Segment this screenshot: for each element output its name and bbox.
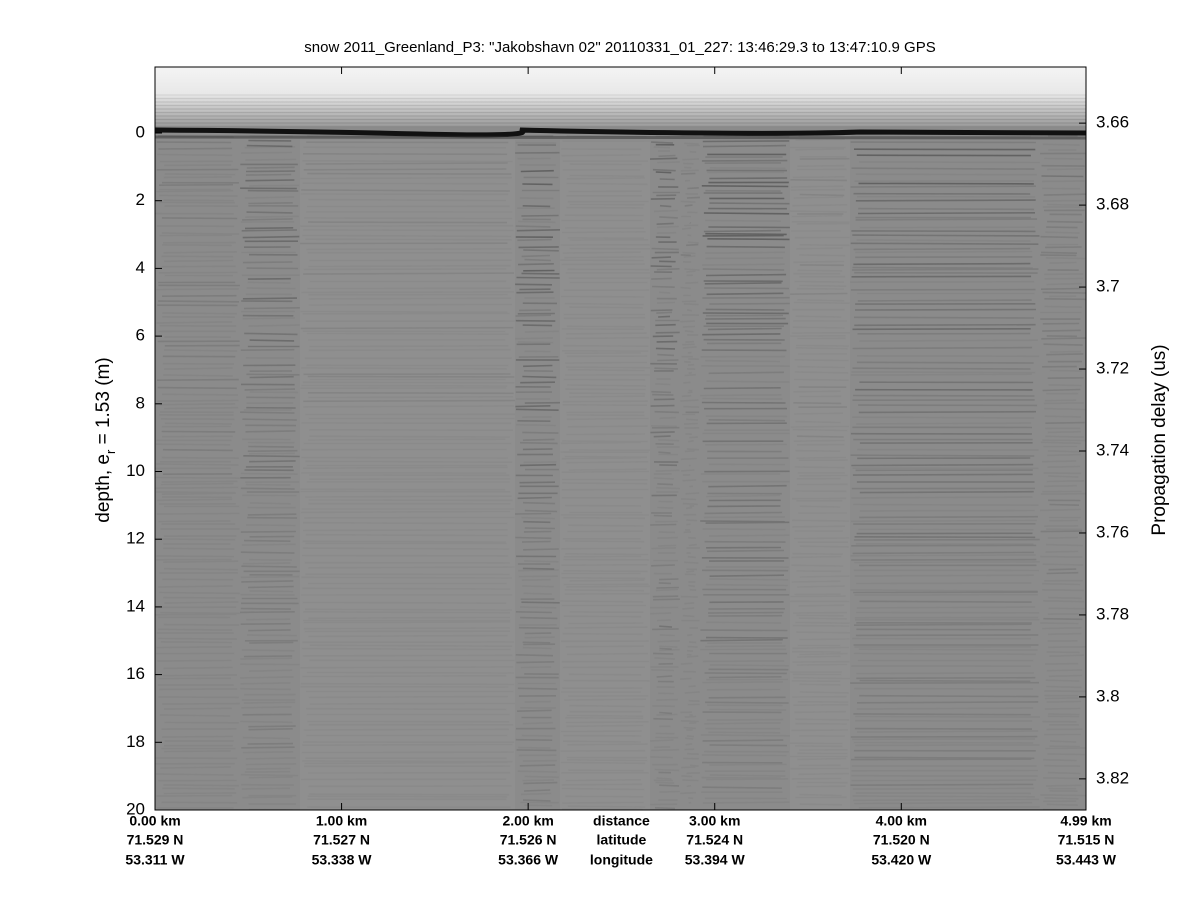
x-tick-label: 2.00 km <box>502 813 553 829</box>
light-column <box>300 140 515 810</box>
y-tick-label: 2 <box>136 190 145 209</box>
longitude-label: 53.420 W <box>871 852 932 868</box>
layer-stripes <box>155 134 1086 810</box>
layer-stripes <box>240 141 1084 642</box>
y2-tick-label: 3.66 <box>1096 113 1129 132</box>
x-tick-label: 3.00 km <box>689 813 740 829</box>
air-region <box>155 67 1086 127</box>
y-tick-label: 4 <box>136 258 145 277</box>
y-tick-label: 14 <box>126 596 145 615</box>
y-tick-label: 18 <box>126 732 145 751</box>
y-tick-label: 12 <box>126 529 145 548</box>
plot-frame <box>154 66 1087 811</box>
latitude-label: 71.524 N <box>686 832 743 848</box>
longitude-label: 53.311 W <box>125 852 185 868</box>
y2-tick-label: 3.8 <box>1096 686 1120 705</box>
layer-stripes <box>240 139 1036 467</box>
light-column <box>790 140 850 810</box>
y2-tick-label: 3.76 <box>1096 522 1129 541</box>
surface <box>155 127 1086 138</box>
y-tick-label: 6 <box>136 326 145 345</box>
y-tick-label: 0 <box>136 122 145 141</box>
surface-shadow <box>155 135 1086 140</box>
y-tick-label: 20 <box>126 799 145 818</box>
latitude-label: 71.526 N <box>500 832 557 848</box>
longitude-label: 53.394 W <box>685 852 746 868</box>
y-axis-label-suffix: = 1.53 (m) <box>93 357 114 449</box>
y2-tick-label: 3.74 <box>1096 440 1129 459</box>
light-column <box>560 140 650 810</box>
y-axis-label: depth, er = 1.53 (m) <box>93 357 118 522</box>
latitude-label: 71.515 N <box>1058 832 1115 848</box>
longitude-label: 53.338 W <box>312 852 373 868</box>
y-tick-label: 10 <box>126 461 145 480</box>
latitude-label: 71.527 N <box>313 832 370 848</box>
y2-tick-label: 3.72 <box>1096 359 1129 378</box>
y-tick-label: 16 <box>126 664 145 683</box>
chart-title: snow 2011_Greenland_P3: "Jakobshavn 02" … <box>304 39 935 56</box>
row-label: longitude <box>590 852 653 868</box>
y-tick-label: 8 <box>136 393 145 412</box>
y-axis-label-main: depth, e <box>93 454 114 523</box>
x-tick-label: 4.00 km <box>876 813 927 829</box>
echogram <box>155 67 1086 810</box>
y-axis-label-subscript: r <box>103 449 118 454</box>
latitude-label: 71.520 N <box>873 832 930 848</box>
y2-tick-label: 3.82 <box>1096 768 1129 787</box>
y2-tick-label: 3.68 <box>1096 195 1129 214</box>
echogram-texture <box>155 94 1086 810</box>
longitude-label: 53.443 W <box>1056 852 1117 868</box>
echogram-background <box>155 67 1086 810</box>
x-tick-label: 4.99 km <box>1060 813 1111 829</box>
x-tick-label: 0.00 km <box>129 813 180 829</box>
row-label: latitude <box>597 832 647 848</box>
y2-tick-label: 3.78 <box>1096 604 1129 623</box>
y2-axis-label: Propagation delay (us) <box>1149 344 1170 535</box>
longitude-label: 53.366 W <box>498 852 559 868</box>
y2-tick-label: 3.7 <box>1096 277 1120 296</box>
x-tick-label: 1.00 km <box>316 813 367 829</box>
latitude-label: 71.529 N <box>127 832 184 848</box>
layer-stripes <box>515 143 1036 272</box>
row-label: distance <box>593 813 650 829</box>
